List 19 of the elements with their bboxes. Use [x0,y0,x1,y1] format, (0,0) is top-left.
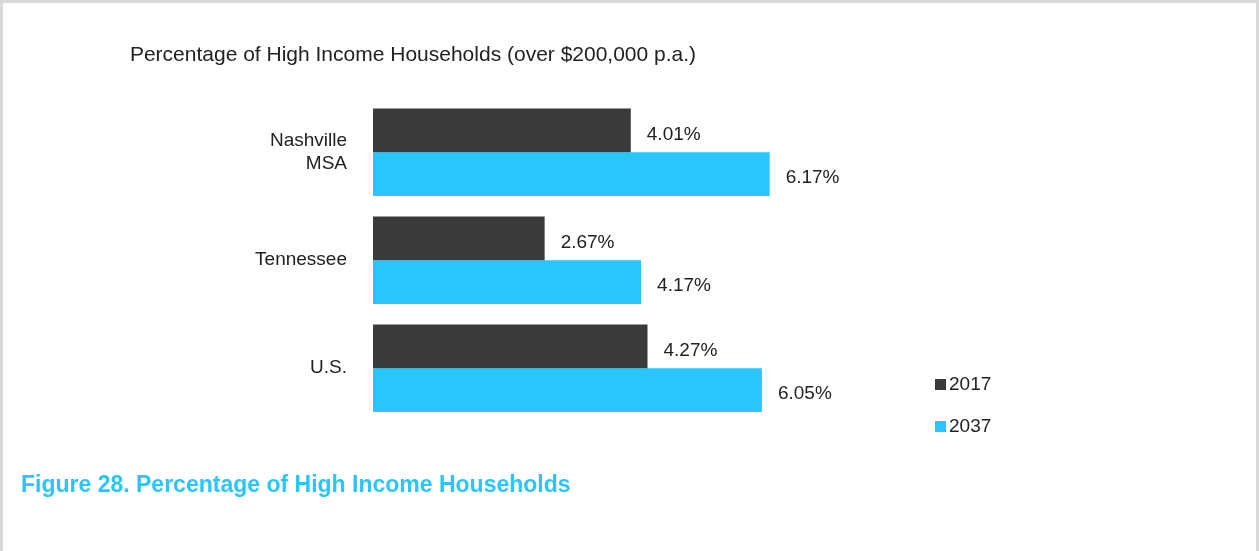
bar [373,260,642,304]
data-label: 2.67% [560,230,615,252]
data-label: 4.27% [663,338,718,360]
data-label: 6.05% [777,382,832,404]
legend-label: 2017 [948,372,992,396]
bar [373,216,545,261]
bar [373,108,631,153]
caption: Figure 28. Percentage of High Income Households [21,471,571,498]
y-tick-label: U.S. [310,356,347,378]
legend-label: 2037 [948,414,992,438]
bar [373,368,762,412]
data-label: 6.17% [785,166,840,188]
y-tick-label: Tennessee [255,248,347,270]
y-tick-label: Nashville MSA [269,129,348,173]
bar [373,152,770,196]
bar [373,324,648,369]
chart-title: Percentage of High Income Households (over $200,000 p.a.) [129,42,697,66]
data-label: 4.01% [646,122,701,144]
data-label: 4.17% [657,274,712,296]
